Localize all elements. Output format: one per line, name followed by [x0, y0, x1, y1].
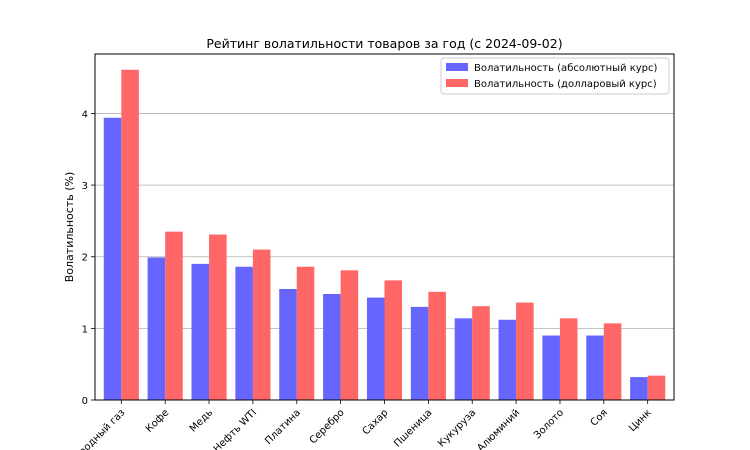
y-axis-label: Волатильность (%) — [63, 172, 76, 283]
bar-absolute — [279, 288, 297, 400]
bar-dollar — [252, 249, 271, 400]
x-tick-label: Кукуруза — [436, 407, 478, 449]
y-tick-label: 4 — [82, 109, 88, 120]
bar-dollar — [296, 266, 315, 400]
bar-dollar — [472, 306, 490, 400]
legend-box — [440, 57, 670, 95]
x-tick-label: Золото — [532, 407, 566, 441]
bar-absolute — [235, 266, 253, 400]
legend: Волатильность (абсолютный курс) Волатильн… — [440, 57, 670, 95]
bar-absolute — [191, 263, 210, 400]
bar-dollar — [165, 231, 183, 400]
bar-absolute — [147, 257, 166, 400]
x-tick-label: Серебро — [308, 407, 347, 446]
x-tick-label: Нефть WTI — [212, 407, 259, 450]
legend-label: Волатильность (абсолютный курс) — [474, 63, 658, 74]
bar-absolute — [498, 319, 517, 400]
x-tick-label: Кофе — [144, 407, 172, 435]
bar-dollar — [603, 323, 622, 400]
legend-swatch — [446, 63, 468, 71]
bar-dollar — [428, 291, 446, 400]
bar-absolute — [323, 293, 341, 400]
bar-absolute — [410, 306, 429, 400]
bar-dollar — [559, 318, 578, 400]
y-axis: 0 1 2 3 4 — [82, 109, 95, 407]
x-tick-label: Алюминий — [475, 407, 522, 450]
legend-swatch — [446, 79, 468, 87]
legend-label: Волатильность (долларовый курс) — [474, 79, 657, 90]
bar-dollar — [121, 69, 139, 401]
bar-absolute — [103, 117, 122, 401]
x-tick-label: Медь — [188, 407, 215, 434]
x-tick-label: Платина — [263, 407, 303, 447]
x-tick-label: Пшеница — [392, 407, 434, 449]
bar-dollar — [340, 270, 359, 400]
chart-title: Рейтинг волатильности товаров за год (с … — [206, 36, 562, 51]
bar-absolute — [586, 335, 604, 400]
x-tick-label: Природный газ — [63, 407, 128, 450]
bar-dollar — [209, 234, 227, 400]
bars — [103, 69, 666, 401]
x-tick-label: Цинк — [627, 407, 654, 434]
bar-dollar — [516, 302, 534, 400]
bar-absolute — [630, 377, 648, 400]
y-tick-label: 1 — [82, 324, 88, 335]
bar-absolute — [542, 335, 560, 400]
bar-absolute — [366, 297, 385, 400]
y-tick-label: 0 — [82, 396, 88, 407]
x-tick-label: Соя — [589, 407, 610, 428]
y-tick-label: 3 — [82, 181, 88, 192]
y-tick-label: 2 — [82, 253, 88, 264]
bar-dollar — [647, 375, 666, 400]
bar-absolute — [454, 318, 473, 400]
x-tick-label: Сахар — [361, 407, 391, 437]
bar-dollar — [384, 280, 403, 400]
